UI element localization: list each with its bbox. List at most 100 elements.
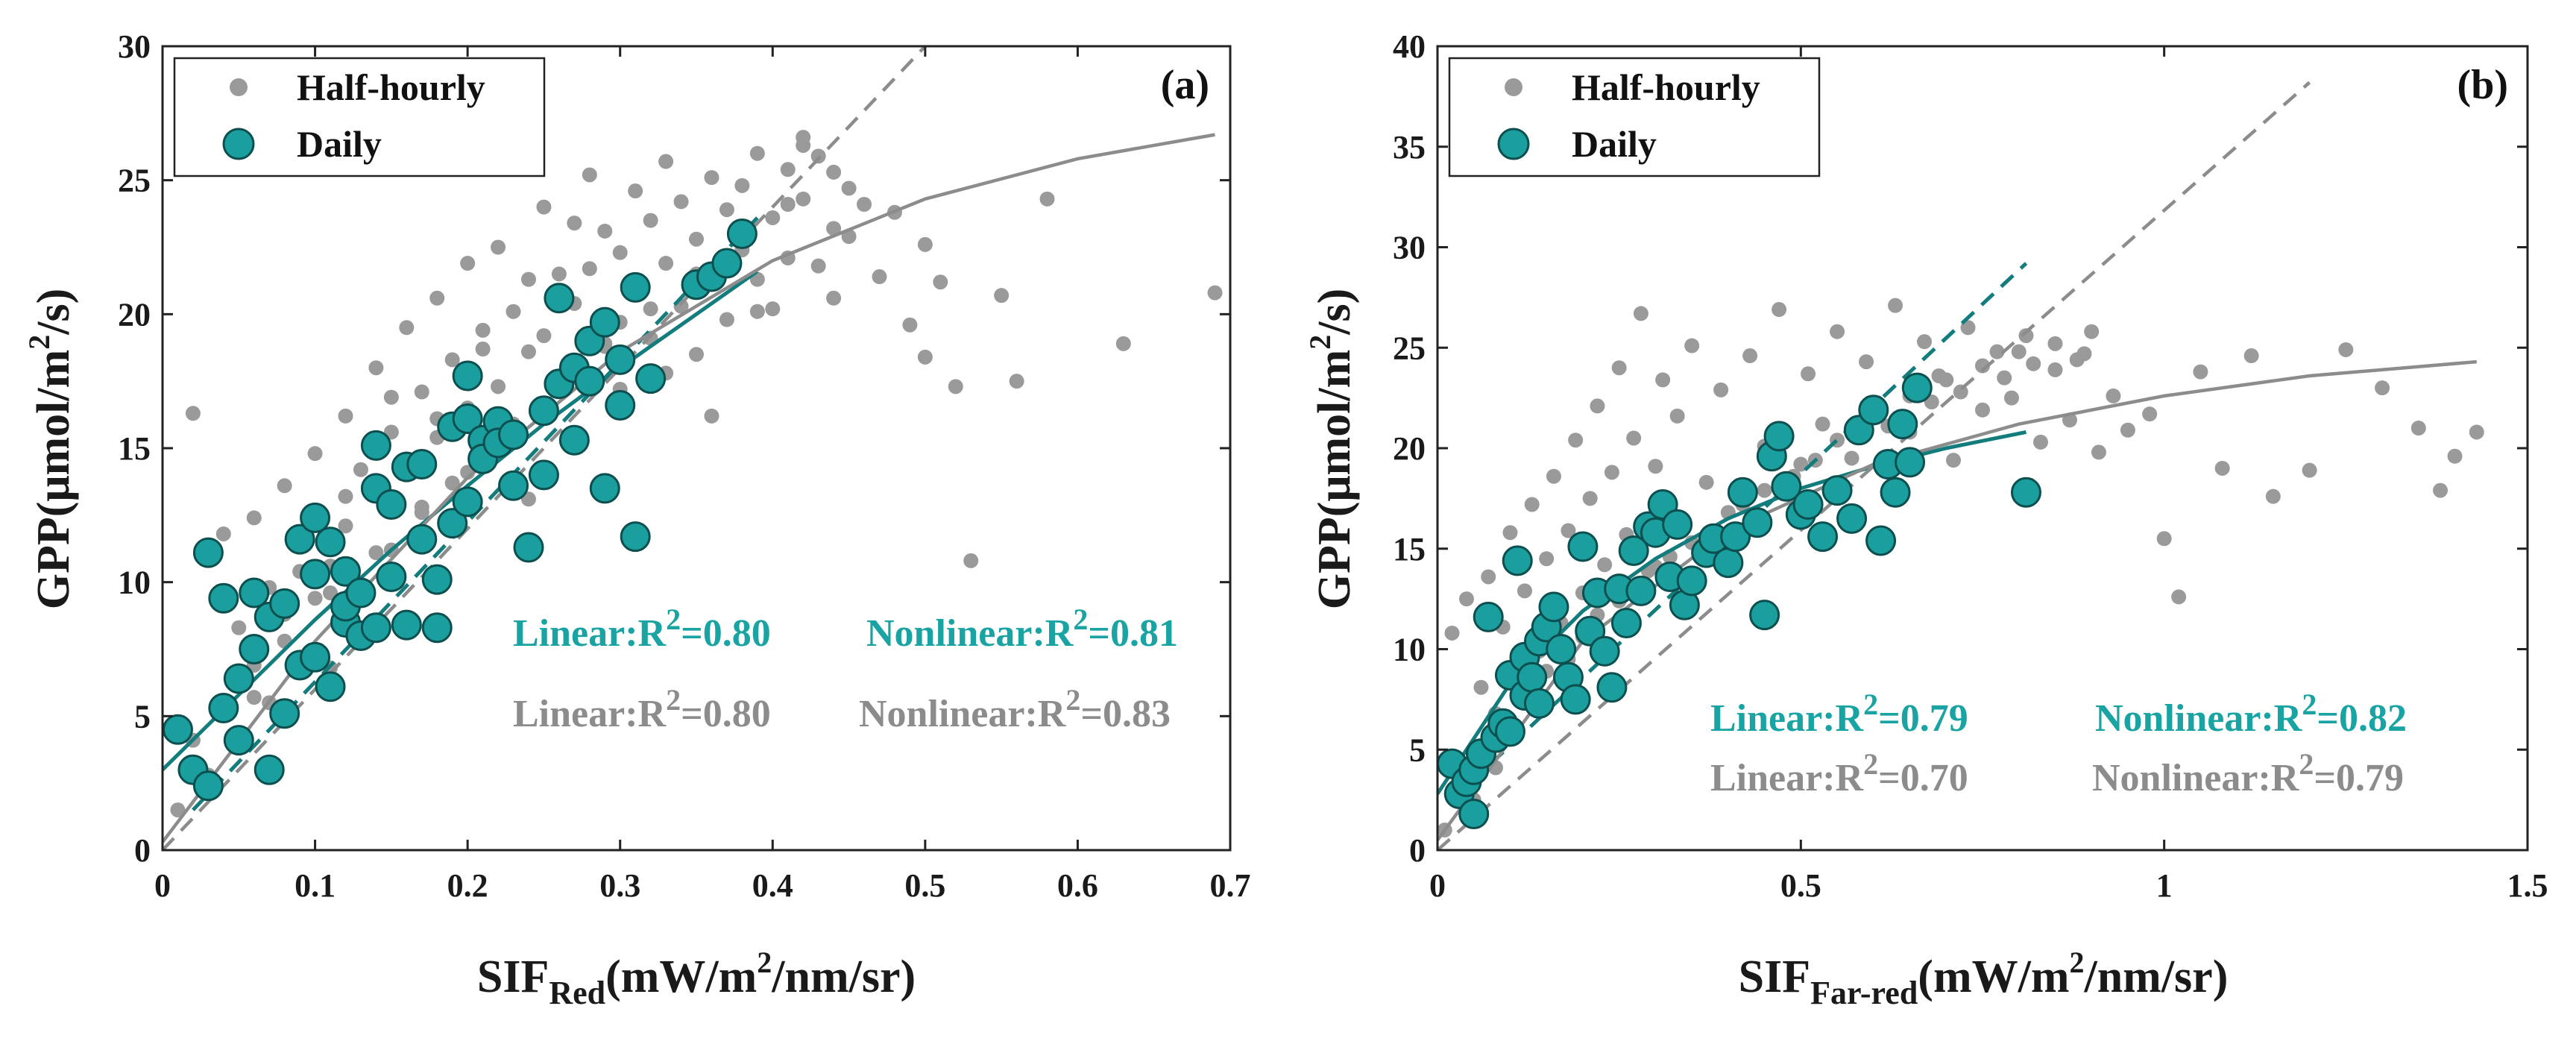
panel-b-half-hourly-point bbox=[1917, 334, 1933, 350]
panel-b-half-hourly-point bbox=[2003, 390, 2019, 406]
panel-a-daily-point bbox=[605, 344, 636, 375]
panel-a-daily-nonlinear-r2: Nonlinear:R2=0.81 bbox=[866, 603, 1178, 655]
panel-a-half-hourly-point bbox=[810, 148, 826, 164]
panel-a-half-hourly-point bbox=[994, 288, 1010, 304]
panel-b-y-tick-label: 40 bbox=[1393, 28, 1426, 65]
panel-a-daily-point bbox=[300, 559, 331, 590]
panel-a-half-hourly-point bbox=[872, 269, 887, 285]
panel-b-half-hourly-point bbox=[2171, 589, 2187, 605]
panel-b-half-hourly-point bbox=[1626, 430, 1642, 446]
panel-b-daily-point bbox=[1720, 521, 1751, 553]
panel-b-y-label-sup: 2 bbox=[1303, 335, 1337, 350]
panel-a-half-hourly-point bbox=[857, 197, 872, 213]
panel-b-daily-point bbox=[1749, 600, 1780, 631]
panel-a-daily-point bbox=[406, 524, 438, 555]
panel-a-daily-point bbox=[498, 419, 529, 450]
panel-a-half-hourly-point bbox=[765, 301, 781, 317]
panel-b-hh-linear-prefix: Linear:R bbox=[1710, 757, 1865, 799]
panel-a-plot-area bbox=[163, 46, 1223, 850]
panel-a-half-hourly-point bbox=[536, 328, 552, 344]
panel-b-daily-point bbox=[1567, 531, 1599, 562]
panel-a-hh-linear-sup: 2 bbox=[666, 683, 681, 717]
panel-a-hh-linear-r2: Linear:R2=0.80 bbox=[513, 683, 771, 735]
panel-a-half-hourly-point bbox=[902, 317, 918, 333]
panel-a-daily-point bbox=[253, 754, 285, 785]
panel-a-daily-point bbox=[208, 582, 239, 614]
panel-b-daily-point bbox=[1610, 607, 1642, 638]
panel-b-daily-point bbox=[1887, 409, 1918, 440]
panel-a-daily-point bbox=[421, 612, 453, 644]
panel-b-half-hourly-point bbox=[2469, 424, 2484, 440]
panel-b-hh-nonlinear-r2: Nonlinear:R2=0.79 bbox=[2092, 747, 2404, 799]
panel-b-half-hourly-point bbox=[1473, 679, 1489, 695]
panel-b-half-hourly-point bbox=[2410, 421, 2426, 436]
panel-b-half-hourly-point bbox=[1844, 450, 1859, 466]
panel-a-daily-point bbox=[192, 770, 224, 802]
panel-a-daily-nonlinear-sup: 2 bbox=[1073, 603, 1088, 636]
panel-a-half-hourly-point bbox=[704, 408, 719, 424]
panel-b-x-label-main: SIF bbox=[1739, 952, 1810, 1002]
panel-a-marks bbox=[163, 46, 1223, 850]
panel-a-daily-nonlinear-value: =0.81 bbox=[1088, 612, 1178, 655]
panel-a-half-hourly-point bbox=[658, 154, 674, 169]
panel-a-daily-point bbox=[605, 390, 636, 421]
panel-a-daily-nonlinear-prefix: Nonlinear:R bbox=[866, 612, 1074, 655]
panel-a-daily-linear-prefix: Linear:R bbox=[513, 612, 667, 655]
panel-b-half-hourly-point bbox=[1597, 557, 1613, 573]
panel-a-half-hourly-point bbox=[796, 130, 811, 145]
panel-b-tag: (b) bbox=[2457, 62, 2508, 108]
panel-a-half-hourly-point bbox=[185, 406, 201, 421]
panel-a-daily-point bbox=[544, 283, 575, 314]
panel-b-x-label-end: /nm/sr) bbox=[2083, 952, 2228, 1002]
panel-b-half-hourly-point bbox=[2193, 364, 2208, 380]
panel-b-daily-point bbox=[1792, 488, 1824, 520]
panel-a-half-hourly-point bbox=[826, 290, 842, 306]
panel-b-half-hourly-point bbox=[1546, 468, 1561, 484]
panel-b-daily-point bbox=[1742, 507, 1773, 538]
panel-b-half-hourly-point bbox=[1517, 583, 1532, 599]
panel-a-daily-point bbox=[208, 693, 239, 724]
panel-a-legend-half-hourly-marker bbox=[230, 78, 248, 96]
panel-b-half-hourly-point bbox=[1815, 416, 1830, 432]
panel-b-half-hourly-point bbox=[2011, 344, 2027, 359]
panel-a-daily-point bbox=[223, 725, 254, 756]
panel-b-half-hourly-point bbox=[1801, 366, 1816, 382]
panel-b-half-hourly-point bbox=[1611, 360, 1627, 376]
panel-a-half-hourly-point bbox=[689, 347, 704, 362]
panel-b-x-tick-label: 0.5 bbox=[1780, 867, 1821, 904]
panel-a-half-hourly-point bbox=[399, 320, 415, 336]
panel-a-half-hourly-point bbox=[628, 183, 643, 199]
panel-a-half-hourly-point bbox=[597, 223, 613, 239]
panel-a-y-tick-label: 20 bbox=[118, 296, 151, 333]
panel-a-daily-point bbox=[513, 532, 544, 563]
panel-b-half-hourly-point bbox=[2433, 482, 2449, 498]
panel-a-x-tick-label: 0.3 bbox=[599, 867, 640, 904]
panel-a-hh-nonlinear-sup: 2 bbox=[1065, 683, 1080, 717]
panel-a-fit-gray-dashed bbox=[163, 46, 927, 850]
panel-b-half-hourly-point bbox=[2447, 448, 2463, 464]
panel-b-daily-point bbox=[1676, 565, 1707, 597]
panel-b-half-hourly-point bbox=[1633, 306, 1648, 321]
panel-a-x-tick-label: 0.2 bbox=[447, 867, 488, 904]
panel-a-half-hourly-point bbox=[215, 526, 231, 541]
panel-b-daily-point bbox=[1858, 394, 1889, 426]
panel-a-half-hourly-point bbox=[780, 197, 796, 213]
panel-a-half-hourly-point bbox=[368, 360, 384, 376]
panel-b-half-hourly-point bbox=[1698, 474, 1714, 490]
panel-a-half-hourly-point bbox=[963, 553, 979, 568]
panel-b-x-tick-label: 1 bbox=[2156, 867, 2173, 904]
panel-b-half-hourly-point bbox=[1590, 398, 1605, 414]
panel-b-y-tick-label: 10 bbox=[1393, 632, 1426, 668]
panel-a-y-tick-label: 5 bbox=[134, 698, 151, 735]
panel-b-daily-linear-r2: Linear:R2=0.79 bbox=[1710, 688, 1968, 740]
panel-a-daily-point bbox=[284, 524, 315, 555]
panel-a-half-hourly-point bbox=[582, 167, 597, 183]
panel-a-half-hourly-point bbox=[719, 202, 734, 218]
panel-a-daily-point bbox=[620, 271, 651, 303]
panel-b-daily-point bbox=[1546, 634, 1577, 664]
panel-a-half-hourly-point bbox=[460, 256, 476, 271]
panel-a-half-hourly-point bbox=[796, 191, 811, 207]
panel-b-y-tick-label: 25 bbox=[1393, 330, 1426, 366]
panel-b-y-tick-label: 15 bbox=[1393, 531, 1426, 567]
panel-a-daily-point bbox=[376, 488, 407, 520]
